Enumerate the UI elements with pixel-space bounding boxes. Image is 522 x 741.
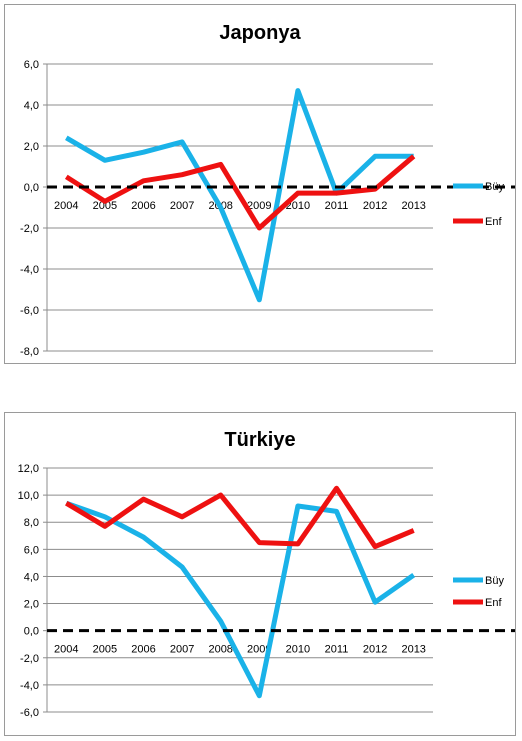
y-tick-label: 0,0: [24, 626, 39, 638]
x-tick-label: 2005: [93, 200, 117, 212]
y-tick-label: 4,0: [24, 100, 39, 112]
chart-japonya: Japonya 6,0 4,0 2,0 0,0 -2,0 -4,0 -6,0 -8,0 2004 2…: [20, 22, 515, 358]
x-tick-label: 2005: [93, 644, 117, 656]
x-tick-label: 2010: [286, 200, 310, 212]
chart-title: Türkiye: [224, 429, 295, 451]
y-tick-label: -6,0: [20, 707, 39, 719]
legend-label-buy: Büy: [485, 575, 504, 587]
x-tick-label: 2012: [363, 200, 387, 212]
y-tick-label: 6,0: [24, 59, 39, 71]
y-tick-label: 6,0: [24, 544, 39, 556]
y-tick-label: 2,0: [24, 141, 39, 153]
x-tick-label: 2012: [363, 644, 387, 656]
y-tick-label: -2,0: [20, 223, 39, 235]
x-tick-label: 2006: [131, 644, 155, 656]
y-tick-label: -4,0: [20, 680, 39, 692]
x-tick-label: 2007: [170, 644, 194, 656]
chart-title: Japonya: [219, 22, 301, 44]
chart-turkiye: Türkiye 12,0 10,0 8,0 6,0 4,0 2,0 0,0 -2,0 -4,0 -6…: [18, 429, 515, 719]
y-tick-label: 2,0: [24, 599, 39, 611]
y-tick-label: 10,0: [18, 490, 39, 502]
series-line-buy: [65, 88, 414, 303]
x-tick-label: 2011: [325, 644, 349, 656]
x-tick-label: 2004: [54, 200, 78, 212]
x-tick-label: 2008: [208, 644, 232, 656]
y-tick-label: 12,0: [18, 463, 39, 475]
x-tick-label: 2004: [54, 644, 78, 656]
legend-label-enf: Enf: [485, 216, 502, 228]
legend-label-enf: Enf: [485, 597, 502, 609]
x-tick-label: 2007: [170, 200, 194, 212]
y-tick-label: -4,0: [20, 264, 39, 276]
y-tick-label: 8,0: [24, 517, 39, 529]
y-tick-label: 4,0: [24, 571, 39, 583]
series-line-buy: [65, 500, 416, 699]
x-tick-label: 2009: [247, 644, 271, 656]
x-tick-label: 2013: [401, 644, 425, 656]
x-tick-label: 2013: [401, 200, 425, 212]
legend-label-buy: Büy: [485, 181, 504, 193]
x-tick-label: 2006: [131, 200, 155, 212]
x-tick-label: 2011: [325, 200, 349, 212]
series-line-enf: [64, 154, 416, 231]
y-tick-label: -2,0: [20, 653, 39, 665]
y-tick-label: -6,0: [20, 305, 39, 317]
x-tick-label: 2009: [247, 200, 271, 212]
y-tick-label: 0,0: [24, 182, 39, 194]
chart-panel-japonya: Japonya 6,0 4,0 2,0 0,0 -2,0 -4,0 -6,0 -8,0 2004 2…: [4, 4, 516, 364]
series-line-enf: [65, 485, 415, 550]
y-tick-label: -8,0: [20, 346, 39, 358]
chart-panel-turkiye: Türkiye 12,0 10,0 8,0 6,0 4,0 2,0 0,0 -2,0 -4,0 -6…: [4, 412, 516, 736]
x-tick-label: 2010: [286, 644, 310, 656]
